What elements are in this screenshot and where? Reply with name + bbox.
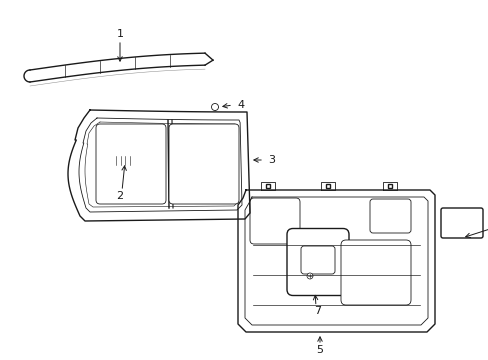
FancyBboxPatch shape [249, 198, 299, 244]
FancyBboxPatch shape [286, 229, 348, 296]
Text: 3: 3 [267, 155, 274, 165]
FancyBboxPatch shape [369, 199, 410, 233]
FancyBboxPatch shape [169, 124, 239, 204]
FancyBboxPatch shape [301, 246, 334, 274]
Text: 7: 7 [314, 306, 321, 316]
FancyBboxPatch shape [113, 153, 137, 168]
Circle shape [306, 273, 312, 279]
FancyBboxPatch shape [340, 240, 410, 305]
FancyBboxPatch shape [440, 208, 482, 238]
Text: 4: 4 [237, 100, 244, 110]
FancyBboxPatch shape [96, 124, 165, 204]
Text: 1: 1 [116, 29, 123, 39]
Text: 2: 2 [116, 191, 123, 201]
Circle shape [211, 104, 218, 111]
Text: 5: 5 [316, 345, 323, 355]
